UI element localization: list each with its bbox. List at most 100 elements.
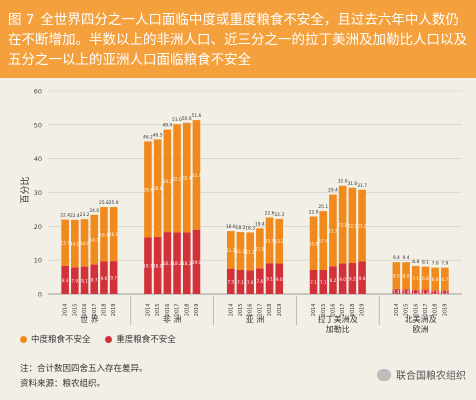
bar-severe-0-3	[90, 264, 99, 294]
label-severe-4-3: 1.3	[422, 290, 429, 295]
label-moderate-1-3: 32.0	[172, 176, 182, 181]
label-moderate-4-0: 8.0	[393, 274, 400, 279]
label-total-3-4: 31.6	[347, 181, 357, 187]
label-moderate-0-4: 16.1	[99, 232, 109, 237]
label-moderate-0-2: 14.0	[80, 241, 90, 246]
label-moderate-4-5: 6.7	[442, 277, 449, 282]
label-total-1-5: 51.6	[192, 113, 202, 119]
bar-severe-4-2	[411, 289, 420, 294]
label-moderate-0-5: 16.0	[109, 232, 119, 237]
bar-moderate-0-3	[90, 214, 99, 265]
label-severe-1-2: 18.3	[163, 261, 173, 266]
bar-severe-1-3	[173, 232, 181, 294]
label-moderate-1-2: 30.3	[163, 179, 173, 184]
x-tick-label-2-3: 2017	[257, 304, 263, 317]
label-total-4-2: 8.8	[412, 259, 419, 265]
label-moderate-1-5: 32.4	[192, 173, 202, 178]
group-label-1-line-0: 非 洲	[163, 314, 182, 324]
y-tick-label-30: 30	[34, 189, 42, 197]
bar-severe-3-5	[358, 261, 366, 294]
label-moderate-0-0: 13.7	[60, 241, 70, 246]
label-total-1-2: 49.4	[162, 123, 172, 129]
label-moderate-3-5: 21.2	[357, 224, 367, 229]
x-tick-label-1-3: 2017	[175, 304, 181, 317]
label-moderate-3-3: 23.0	[338, 223, 348, 228]
legend-item-severe: 重度粮食不安全	[105, 333, 176, 345]
legend-swatch-moderate	[20, 335, 27, 343]
group-label-0-line-0: 世 界	[80, 314, 99, 324]
bar-severe-0-1	[71, 267, 79, 294]
bar-moderate-1-0	[144, 141, 152, 238]
label-severe-3-5: 9.6	[359, 276, 366, 281]
label-moderate-4-3: 6.8	[422, 276, 429, 281]
label-total-3-0: 22.9	[309, 210, 319, 216]
bar-moderate-1-5	[192, 120, 201, 230]
bar-severe-0-4	[100, 261, 108, 294]
x-tick-label-3-5: 2019	[360, 304, 366, 317]
bar-moderate-3-3	[338, 185, 347, 264]
bar-moderate-1-1	[153, 139, 162, 237]
watermark-text: 联合国粮农组织	[396, 371, 466, 382]
label-total-4-4: 7.6	[432, 261, 439, 267]
bar-severe-1-1	[153, 236, 162, 294]
label-total-2-2: 18.3	[245, 225, 255, 231]
label-severe-4-2: 1.2	[412, 290, 419, 295]
legend-item-moderate: 中度粮食不安全	[20, 333, 91, 345]
label-severe-2-0: 7.5	[227, 279, 234, 284]
label-total-0-5: 25.9	[109, 200, 119, 206]
label-total-4-0: 9.4	[393, 255, 400, 261]
label-total-2-5: 22.3	[274, 212, 284, 218]
label-severe-1-3: 18.2	[172, 261, 182, 266]
bar-moderate-0-1	[71, 219, 79, 268]
label-severe-0-4: 9.6	[101, 276, 108, 281]
label-severe-2-4: 9.1	[266, 277, 273, 282]
label-moderate-3-0: 15.8	[309, 241, 319, 246]
bar-moderate-0-2	[80, 219, 89, 267]
y-tick-label-60: 60	[34, 88, 42, 96]
label-severe-3-1: 7.1	[320, 280, 327, 285]
x-tick-label-1-2: 2016	[165, 304, 171, 317]
label-total-1-1: 46.5	[153, 132, 163, 138]
x-tick-label-0-2: 2016	[82, 304, 88, 317]
bar-moderate-3-2	[329, 194, 337, 267]
x-tick-label-2-2: 2016	[248, 304, 254, 317]
x-tick-label-3-1: 2015	[321, 304, 327, 317]
group-label-4-line-0: 北美洲及	[405, 314, 437, 324]
label-moderate-1-1: 28.8	[153, 186, 163, 191]
source-text: 资料来源：粮农组织。	[20, 379, 106, 389]
label-total-3-5: 31.7	[357, 183, 367, 189]
x-tick-label-1-0: 2014	[145, 304, 151, 317]
label-total-0-1: 22.4	[70, 213, 80, 219]
y-tick-label-20: 20	[34, 223, 42, 231]
x-tick-label-2-0: 2014	[228, 304, 234, 317]
x-tick-label-4-1: 2015	[404, 304, 410, 317]
bar-severe-1-5	[192, 229, 201, 294]
legend: 中度粮食不安全 重度粮食不安全	[20, 333, 188, 346]
label-severe-4-4: 1.0	[432, 290, 439, 295]
label-total-4-1: 9.4	[403, 255, 410, 261]
bar-moderate-4-1	[402, 262, 410, 290]
x-tick-label-3-2: 2016	[330, 304, 336, 317]
bar-moderate-2-0	[226, 231, 235, 269]
note-text: 注：合计数因四舍五入存在差异。	[20, 364, 148, 374]
bar-severe-2-5	[275, 263, 284, 294]
label-moderate-4-1: 8.0	[403, 274, 410, 279]
label-moderate-4-4: 6.8	[432, 277, 439, 282]
label-severe-0-0: 8.3	[62, 278, 69, 283]
bar-moderate-2-3	[256, 228, 264, 269]
bar-severe-4-1	[402, 289, 410, 294]
label-moderate-3-2: 21.2	[328, 228, 338, 233]
bar-moderate-3-0	[309, 216, 318, 270]
x-tick-label-3-0: 2014	[311, 304, 317, 317]
bar-moderate-1-2	[163, 129, 172, 233]
label-severe-2-1: 7.1	[237, 280, 244, 285]
label-severe-1-0: 16.7	[143, 264, 153, 269]
label-moderate-0-1: 14.0	[70, 242, 80, 247]
label-total-3-2: 29.4	[328, 188, 338, 194]
bar-severe-3-0	[309, 269, 318, 294]
label-total-2-0: 18.6	[226, 224, 236, 230]
label-severe-1-1: 16.9	[153, 263, 163, 268]
watermark: 联合国粮农组织	[377, 367, 466, 382]
label-severe-1-4: 18.2	[182, 261, 192, 266]
